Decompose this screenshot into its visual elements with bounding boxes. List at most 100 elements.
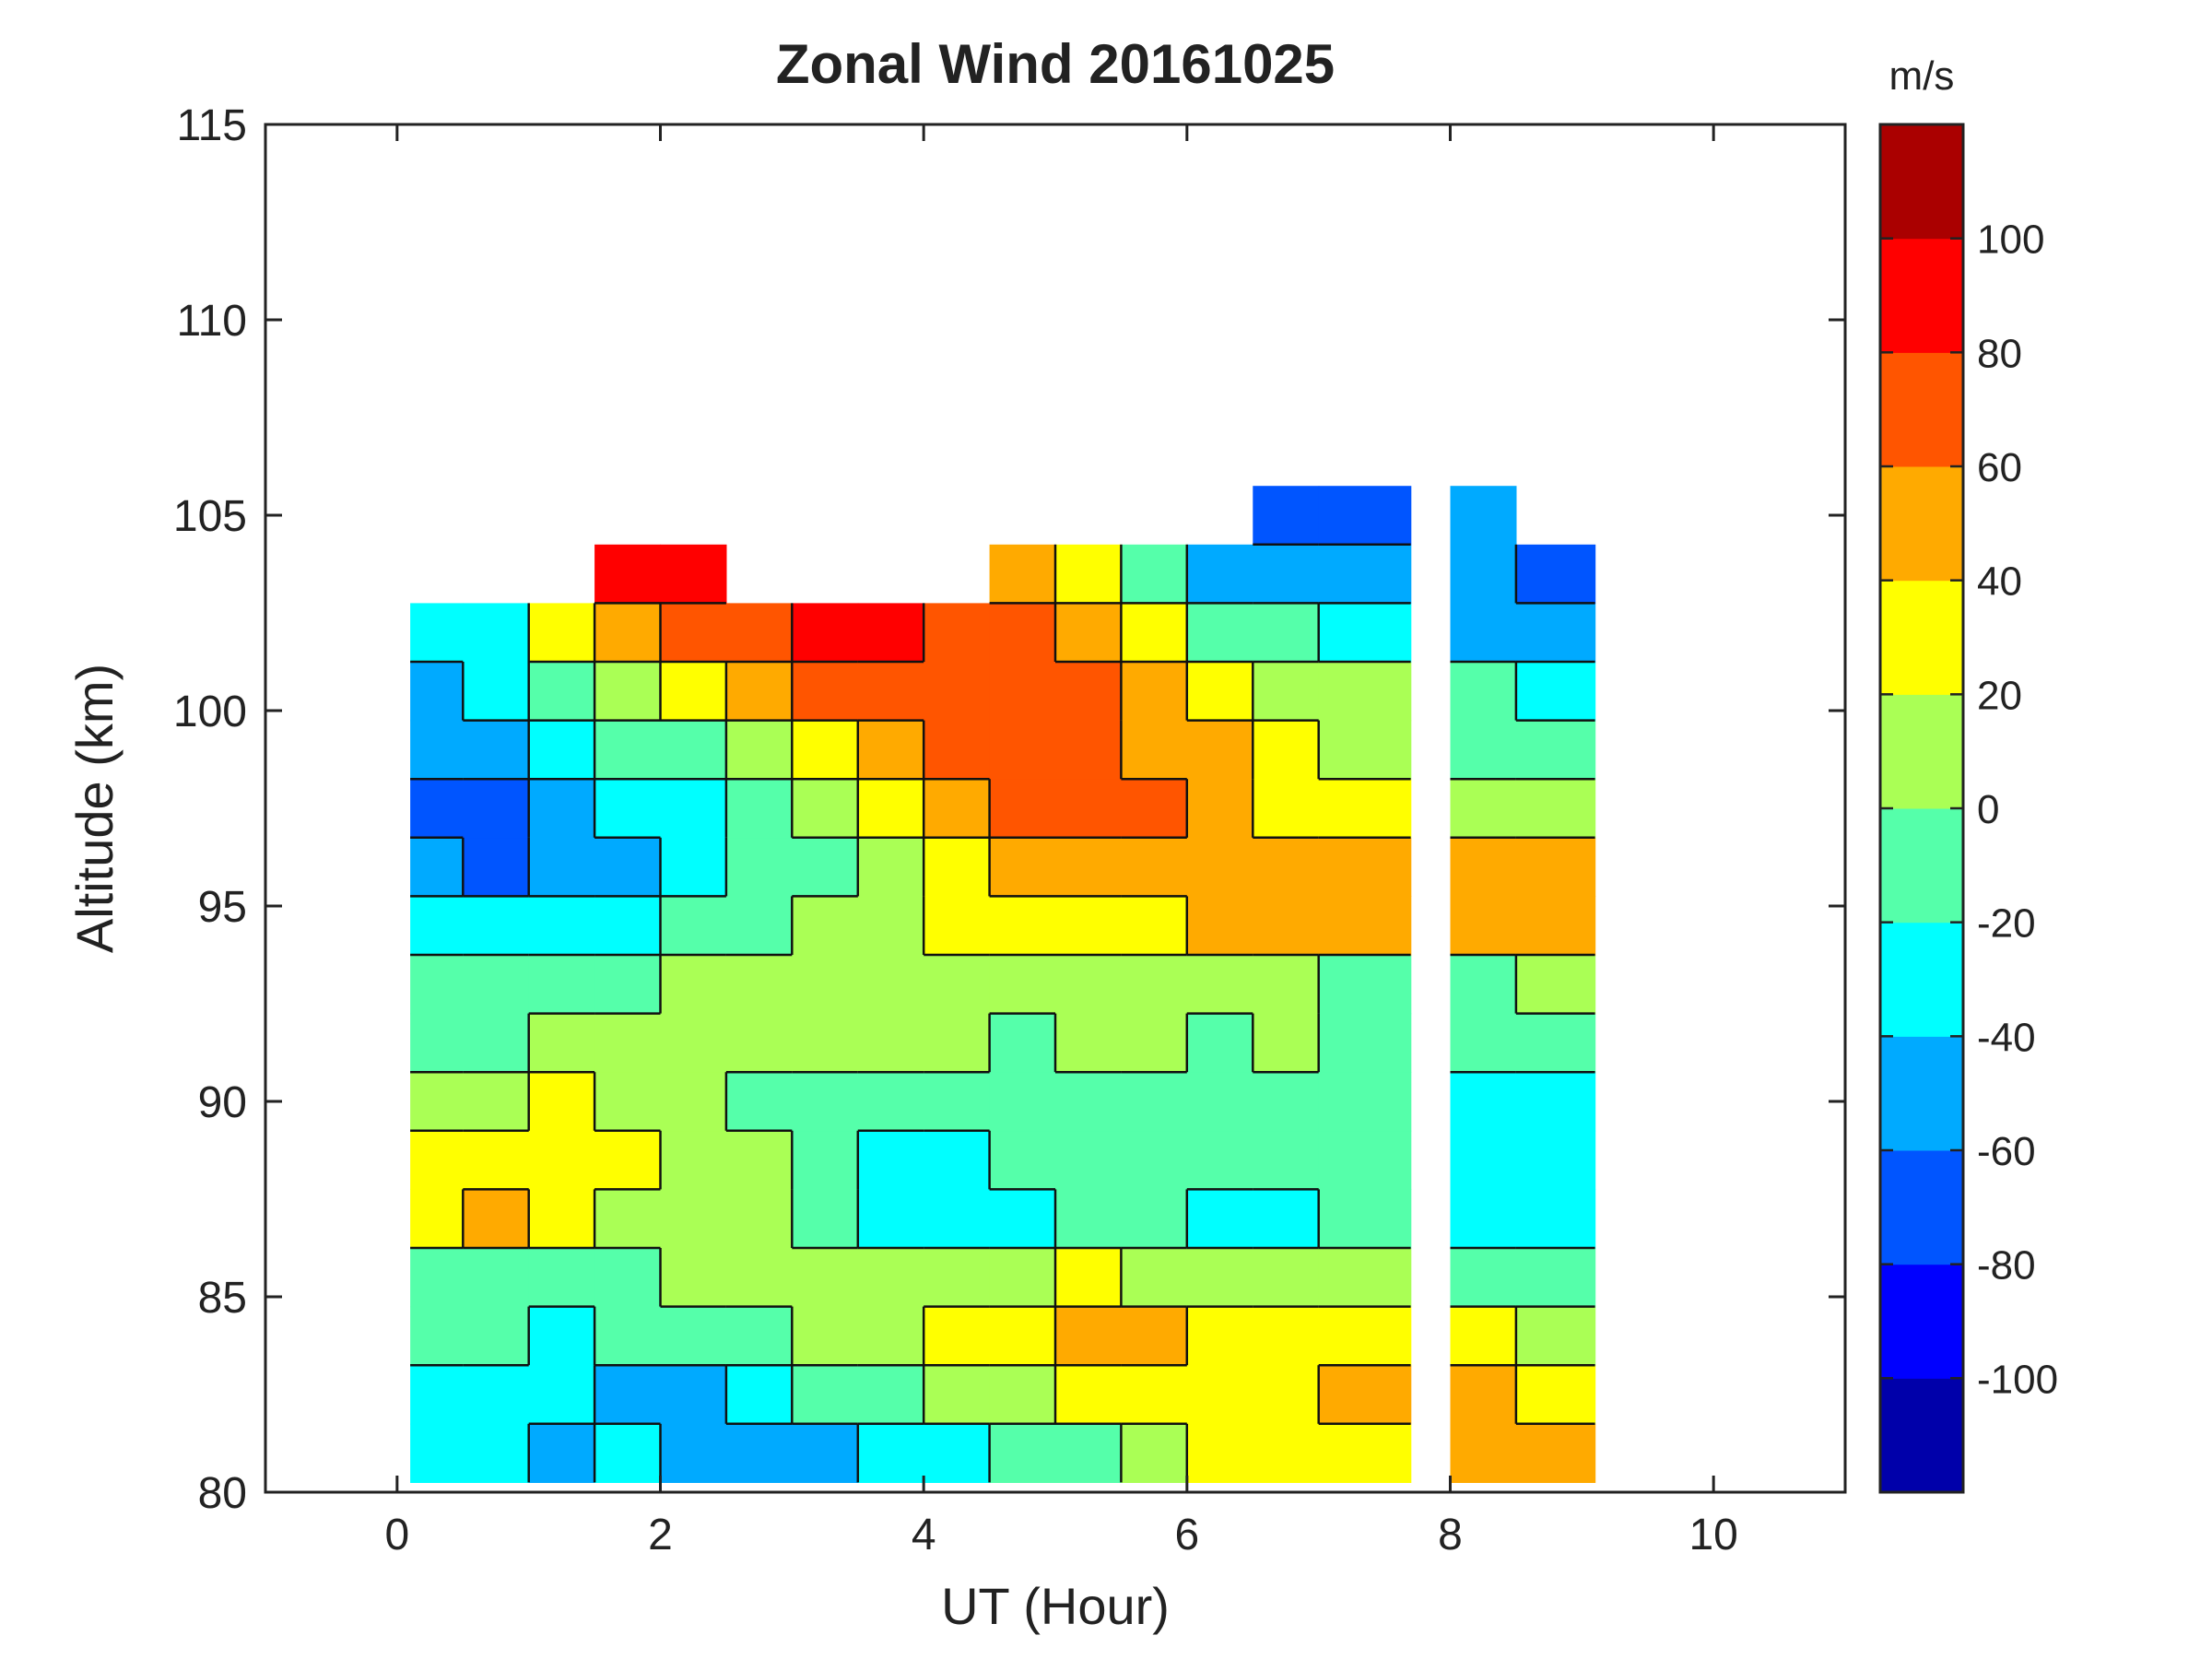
wind-cell: [924, 1189, 991, 1249]
wind-cell: [1055, 779, 1122, 839]
wind-cell: [410, 1189, 464, 1249]
wind-cell: [1318, 1306, 1412, 1366]
wind-cell: [792, 779, 859, 839]
wind-cell: [1318, 1072, 1412, 1132]
chart-title: Zonal Wind 20161025: [776, 33, 1335, 95]
wind-cell: [924, 1013, 991, 1073]
wind-cell: [1318, 1423, 1412, 1483]
wind-cell: [594, 720, 662, 780]
wind-cell: [989, 837, 1056, 897]
colorbar-swatch: [1880, 238, 1963, 353]
wind-cell: [660, 1365, 727, 1425]
wind-cell: [410, 1306, 464, 1366]
wind-cell: [410, 1365, 464, 1425]
y-tick-label: 110: [176, 297, 247, 346]
wind-cell: [1186, 544, 1253, 604]
wind-cell: [660, 603, 727, 663]
wind-cell: [1515, 1365, 1596, 1425]
colorbar-tick-label: 0: [1977, 787, 1999, 832]
wind-cell: [1055, 896, 1122, 956]
wind-cell: [1121, 662, 1188, 722]
wind-cell: [725, 662, 793, 722]
wind-cell: [792, 1013, 859, 1073]
wind-cell: [1186, 779, 1253, 839]
wind-cell: [989, 1365, 1056, 1425]
wind-cell: [1253, 544, 1320, 604]
wind-cell: [1253, 1423, 1320, 1483]
wind-cell: [463, 603, 530, 663]
wind-cell: [1055, 1365, 1122, 1425]
wind-cell: [1121, 1189, 1188, 1249]
wind-cell: [660, 779, 727, 839]
wind-cell: [924, 662, 991, 722]
wind-cell: [660, 837, 727, 897]
wind-cell: [1186, 662, 1253, 722]
wind-cell: [528, 662, 595, 722]
wind-cell: [410, 1130, 464, 1190]
wind-cell: [1450, 544, 1517, 604]
wind-cell: [660, 955, 727, 1015]
wind-cell: [660, 1130, 727, 1190]
wind-cell: [924, 1130, 991, 1190]
wind-cell: [1318, 1248, 1412, 1308]
wind-cell: [594, 779, 662, 839]
wind-cell: [1318, 1365, 1412, 1425]
wind-cell: [1450, 779, 1517, 839]
wind-cell: [1318, 896, 1412, 956]
wind-cell: [1253, 486, 1320, 546]
colorbar-tick-label: 20: [1977, 673, 2022, 718]
wind-cell: [725, 1130, 793, 1190]
wind-cell: [1121, 837, 1188, 897]
wind-cell: [924, 1306, 991, 1366]
wind-cell: [594, 603, 662, 663]
wind-cell: [463, 1306, 530, 1366]
wind-cell: [1121, 1248, 1188, 1308]
wind-cell: [989, 720, 1056, 780]
colorbar-swatch: [1880, 1264, 1963, 1379]
wind-cell: [528, 720, 595, 780]
wind-cell: [857, 1306, 924, 1366]
wind-cell: [1121, 1130, 1188, 1190]
wind-cell: [1121, 896, 1188, 956]
wind-cell: [989, 1306, 1056, 1366]
wind-cell: [528, 1189, 595, 1249]
wind-cell: [792, 1189, 859, 1249]
wind-cell: [857, 955, 924, 1015]
wind-cell: [1186, 1306, 1253, 1366]
y-tick-label: 90: [198, 1078, 247, 1127]
wind-cell: [1450, 1130, 1517, 1190]
wind-cell: [594, 896, 662, 956]
wind-cell: [1253, 1365, 1320, 1425]
wind-cell: [1450, 1189, 1517, 1249]
wind-cell: [792, 1130, 859, 1190]
wind-cell: [1318, 720, 1412, 780]
wind-cell: [725, 1423, 793, 1483]
wind-cell: [463, 720, 530, 780]
colorbar-swatch: [1880, 808, 1963, 924]
wind-cell: [1450, 896, 1517, 956]
wind-cell: [857, 1072, 924, 1132]
wind-cell: [528, 1248, 595, 1308]
wind-cell: [792, 720, 859, 780]
wind-cell: [1450, 1072, 1517, 1132]
wind-cell: [660, 1189, 727, 1249]
colorbar-tick-label: -20: [1977, 901, 2036, 947]
wind-cell: [1318, 1130, 1412, 1190]
wind-cell: [857, 603, 924, 663]
wind-cell: [1055, 1013, 1122, 1073]
colorbar-swatch: [1880, 922, 1963, 1037]
wind-cell: [594, 544, 662, 604]
wind-cell: [463, 662, 530, 722]
wind-cell: [660, 1013, 727, 1073]
wind-cell: [528, 1130, 595, 1190]
wind-cell: [924, 1072, 991, 1132]
wind-cell: [924, 896, 991, 956]
wind-cell: [924, 1248, 991, 1308]
wind-cell: [1186, 1365, 1253, 1425]
colorbar-tick-label: -80: [1977, 1243, 2036, 1288]
wind-cell: [792, 603, 859, 663]
wind-cell: [1055, 662, 1122, 722]
wind-cell: [1253, 1306, 1320, 1366]
wind-cell: [725, 1189, 793, 1249]
wind-cell: [528, 837, 595, 897]
